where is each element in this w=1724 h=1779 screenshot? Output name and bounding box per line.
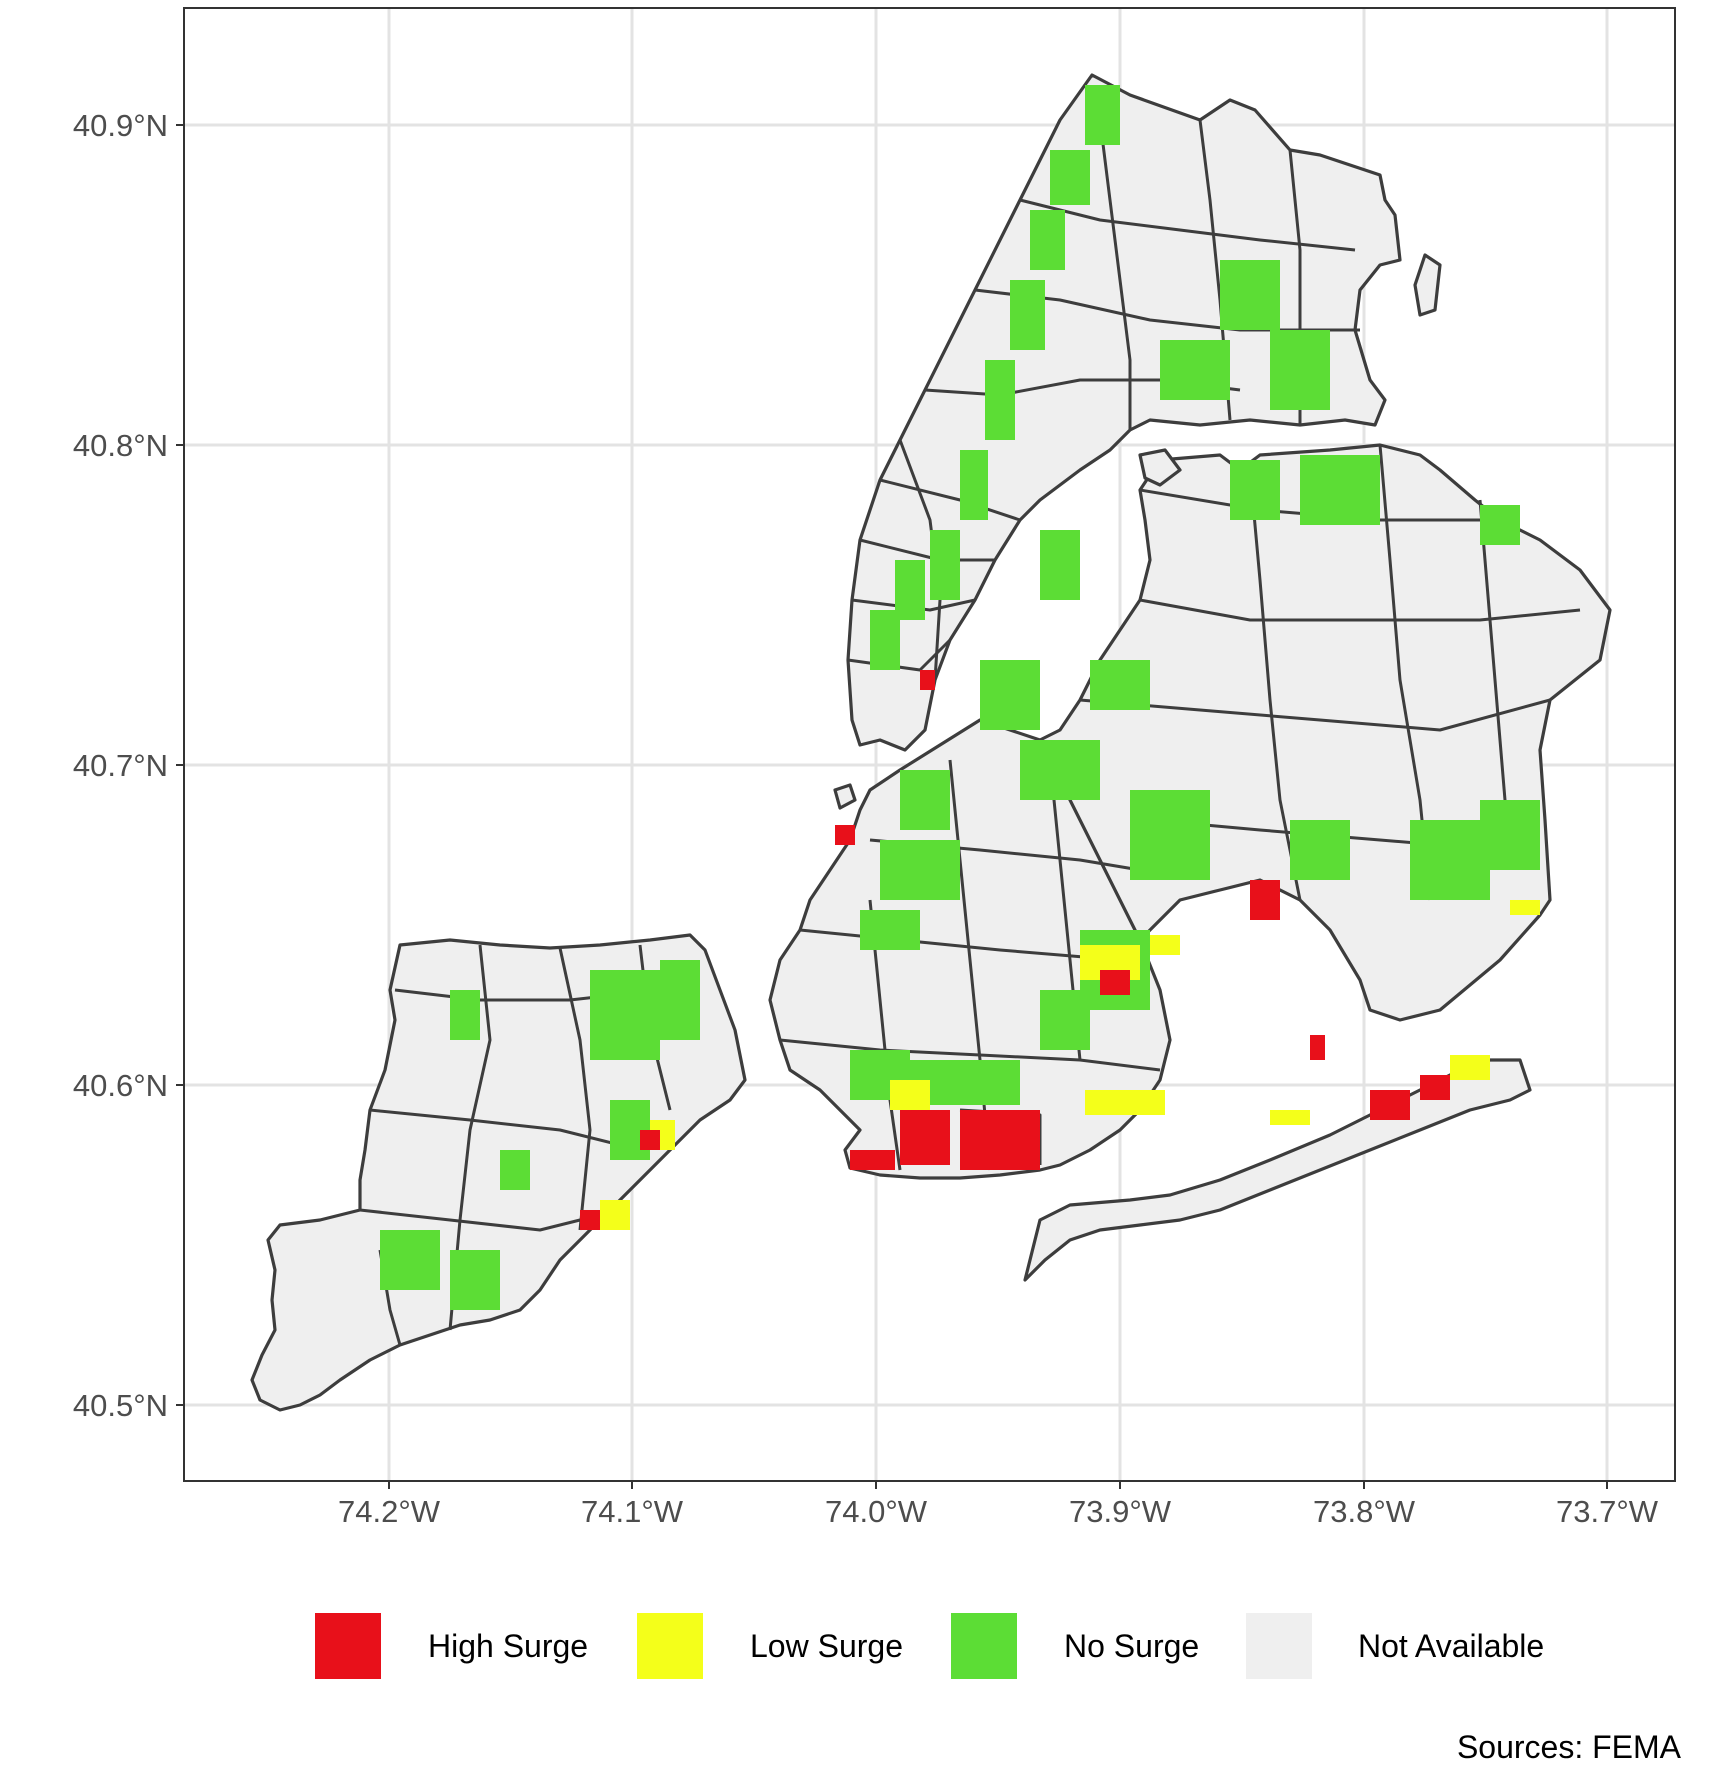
legend-swatch-no-surge bbox=[951, 1613, 1017, 1679]
no-surge-zone bbox=[1270, 330, 1330, 410]
no-surge-zone bbox=[1480, 800, 1540, 870]
lon-tick-label: 74.1°W bbox=[581, 1494, 684, 1529]
high-surge-zone bbox=[640, 1130, 660, 1150]
no-surge-zone bbox=[1010, 280, 1045, 350]
lat-tick-label: 40.8°N bbox=[73, 428, 168, 463]
low-surge-zone bbox=[1270, 1110, 1310, 1125]
high-surge-zones bbox=[580, 670, 1450, 1230]
legend: High Surge Low Surge No Surge Not Availa… bbox=[315, 1613, 1544, 1679]
low-surge-zone bbox=[600, 1200, 630, 1230]
boundary-line bbox=[1139, 598, 1581, 622]
legend-label-not-available: Not Available bbox=[1358, 1628, 1544, 1664]
rikers-island-area bbox=[1138, 448, 1182, 487]
lon-tick-label: 74.2°W bbox=[338, 1494, 441, 1529]
high-surge-zone bbox=[900, 1110, 950, 1165]
no-surge-zone bbox=[380, 1230, 440, 1290]
no-surge-zone bbox=[1030, 210, 1065, 270]
high-surge-zone bbox=[920, 670, 935, 690]
boundary-line bbox=[1098, 119, 1132, 430]
legend-swatch-low-surge bbox=[637, 1613, 703, 1679]
low-surge-zones bbox=[600, 900, 1540, 1230]
no-surge-zone bbox=[980, 660, 1040, 730]
high-surge-zone bbox=[835, 825, 855, 845]
no-surge-zone bbox=[1230, 460, 1280, 520]
low-surge-zone bbox=[1085, 1090, 1165, 1115]
no-surge-zone bbox=[930, 530, 960, 600]
no-surge-zone bbox=[1085, 85, 1120, 145]
low-surge-zone bbox=[1150, 935, 1180, 955]
no-surge-zone bbox=[450, 990, 480, 1040]
no-surge-zone bbox=[1040, 530, 1080, 600]
boundary-line bbox=[851, 598, 976, 612]
high-surge-zone bbox=[1370, 1090, 1410, 1120]
lat-tick-labels: 40.9°N 40.8°N 40.7°N 40.6°N 40.5°N bbox=[73, 108, 168, 1423]
legend-swatch-high-surge bbox=[315, 1613, 381, 1679]
no-surge-zone bbox=[860, 910, 920, 950]
no-surge-zone bbox=[450, 1250, 500, 1310]
lon-tick-label: 73.7°W bbox=[1556, 1494, 1659, 1529]
no-surge-zone bbox=[1130, 790, 1210, 880]
high-surge-zone bbox=[850, 1150, 895, 1170]
high-surge-zone bbox=[1420, 1075, 1450, 1100]
boundary-line bbox=[799, 928, 1121, 962]
legend-label-no-surge: No Surge bbox=[1064, 1628, 1199, 1664]
lat-tick-label: 40.7°N bbox=[73, 748, 168, 783]
lat-tick-label: 40.5°N bbox=[73, 1388, 168, 1423]
boundary-line bbox=[1079, 698, 1551, 732]
lon-tick-labels: 74.2°W 74.1°W 74.0°W 73.9°W 73.8°W 73.7°… bbox=[338, 1494, 1659, 1529]
no-surge-zone bbox=[985, 360, 1015, 440]
no-surge-zone bbox=[1220, 260, 1280, 330]
lon-tick-label: 73.9°W bbox=[1069, 1494, 1172, 1529]
legend-label-low-surge: Low Surge bbox=[750, 1628, 903, 1664]
no-surge-zone bbox=[500, 1150, 530, 1190]
map-panel-border bbox=[183, 7, 1676, 1482]
legend-swatch-not-available bbox=[1246, 1613, 1312, 1679]
no-surge-zone bbox=[1020, 740, 1100, 800]
no-surge-zone bbox=[1480, 505, 1520, 545]
governors-island-area bbox=[833, 783, 857, 810]
low-surge-zone bbox=[1450, 1055, 1490, 1080]
no-surge-zone bbox=[870, 610, 900, 670]
axis-ticks bbox=[176, 124, 1608, 1489]
source-caption: Sources: FEMA bbox=[1457, 1729, 1682, 1765]
lat-tick-label: 40.6°N bbox=[73, 1068, 168, 1103]
boundary-line bbox=[558, 947, 592, 1231]
low-surge-zone bbox=[890, 1080, 930, 1110]
no-surge-zone bbox=[1160, 340, 1230, 400]
no-surge-zone bbox=[1410, 820, 1490, 900]
low-surge-zone bbox=[1510, 900, 1540, 915]
boundary-line bbox=[359, 1208, 601, 1232]
no-surge-zone bbox=[1290, 820, 1350, 880]
high-surge-zone bbox=[960, 1110, 1040, 1170]
high-surge-zone bbox=[580, 1210, 600, 1230]
lon-tick-label: 74.0°W bbox=[825, 1494, 928, 1529]
no-surge-zone bbox=[880, 840, 960, 900]
no-surge-zone bbox=[660, 960, 700, 1040]
legend-label-high-surge: High Surge bbox=[428, 1628, 588, 1664]
no-surge-zone bbox=[1050, 150, 1090, 205]
city-island-area bbox=[1413, 253, 1442, 317]
lon-tick-label: 73.8°W bbox=[1313, 1494, 1416, 1529]
no-surge-zone bbox=[1300, 455, 1380, 525]
no-surge-zone bbox=[960, 450, 988, 520]
boundary-line bbox=[369, 1108, 641, 1152]
lat-tick-label: 40.9°N bbox=[73, 108, 168, 143]
boundary-line bbox=[1019, 198, 1356, 252]
high-surge-zone bbox=[1310, 1035, 1325, 1060]
no-surge-zone bbox=[1040, 990, 1090, 1050]
no-surge-zone bbox=[900, 770, 950, 830]
high-surge-zone bbox=[1250, 880, 1280, 920]
no-surge-zone bbox=[1090, 660, 1150, 710]
high-surge-zone bbox=[1100, 970, 1130, 995]
no-surge-zone bbox=[590, 970, 660, 1060]
